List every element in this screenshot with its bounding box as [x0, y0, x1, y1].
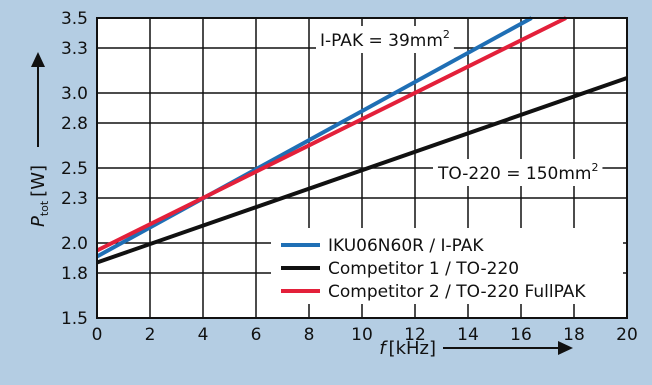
annotation-to220: TO-220 = 150mm2 [433, 159, 603, 186]
annotation-ipak: I-PAK = 39mm2 [316, 26, 454, 53]
x-tick-label-6: 12 [404, 325, 426, 345]
svg-text:f[kHz]: f [kHz] [379, 338, 436, 359]
legend-label-competitor-1: Competitor 1 / TO-220 [328, 259, 519, 279]
y-axis-unit: [W] [28, 165, 49, 197]
legend-label-competitor-2: Competitor 2 / TO-220 FullPAK [328, 282, 586, 302]
x-tick-label-2: 4 [198, 325, 209, 345]
y-tick-label-4: 2.5 [61, 159, 88, 179]
x-tick-label-0: 0 [92, 325, 103, 345]
y-tick-label-0: 1.5 [61, 309, 88, 329]
svg-text:Ptot[W]: Ptot [W] [28, 165, 51, 227]
y-tick-labels: 1.5 1.8 2.0 2.3 2.5 2.8 3.0 3.3 3.5 [61, 9, 88, 329]
series-line-2 [96, 16, 567, 253]
x-tick-label-3: 6 [251, 325, 262, 345]
x-axis-symbol: f [379, 338, 388, 359]
x-tick-label-10: 20 [616, 325, 638, 345]
x-tick-labels: 0 2 4 6 8 10 12 14 16 18 20 [92, 325, 638, 345]
y-tick-label-1: 1.8 [61, 264, 88, 284]
x-axis-arrowhead [558, 341, 573, 355]
series-lines [96, 16, 628, 265]
annotation-to220-text: TO-220 = 150mm2 [437, 161, 598, 184]
y-tick-label-2: 2.0 [61, 234, 88, 254]
legend: IKU06N60R / I-PAK Competitor 1 / TO-220 … [271, 228, 623, 304]
x-tick-label-9: 18 [563, 325, 585, 345]
legend-label-ipak: IKU06N60R / I-PAK [328, 236, 484, 256]
y-tick-label-6: 3.0 [61, 84, 88, 104]
x-tick-label-4: 8 [304, 325, 315, 345]
x-tick-label-7: 14 [457, 325, 479, 345]
y-tick-label-5: 2.8 [61, 114, 88, 134]
x-tick-label-5: 10 [351, 325, 373, 345]
y-axis-label: Ptot [W] [28, 52, 51, 227]
x-axis-unit: [kHz] [389, 338, 436, 359]
x-tick-label-8: 16 [510, 325, 532, 345]
plot-frame [96, 17, 628, 319]
y-axis-arrowhead [31, 52, 45, 67]
annotation-ipak-text: I-PAK = 39mm2 [320, 28, 450, 51]
y-tick-label-7: 3.3 [61, 39, 88, 59]
legend-box [271, 228, 623, 304]
x-tick-label-1: 2 [145, 325, 156, 345]
y-axis-subscript: tot [38, 200, 51, 216]
y-tick-label-8: 3.5 [61, 9, 88, 29]
x-axis-label: f [kHz] [379, 338, 573, 359]
series-line-1 [96, 76, 628, 265]
y-tick-label-3: 2.3 [61, 189, 88, 209]
y-axis-symbol: P [28, 216, 49, 227]
